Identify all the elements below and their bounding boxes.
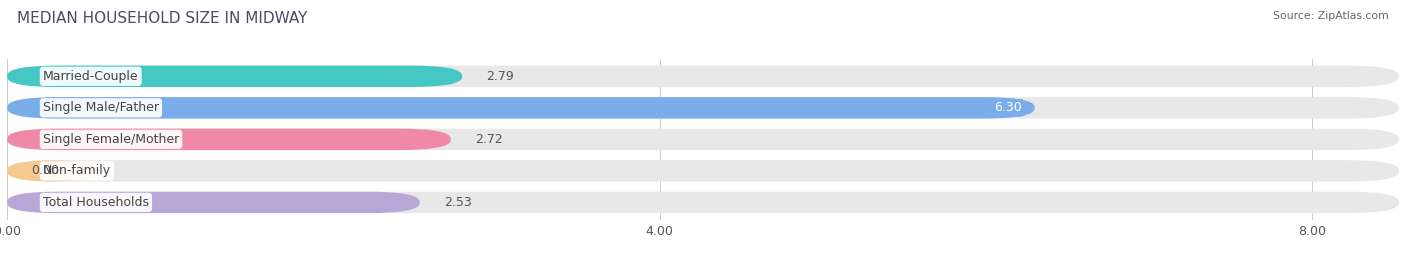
Text: Single Female/Mother: Single Female/Mother	[44, 133, 179, 146]
Text: Total Households: Total Households	[44, 196, 149, 209]
Text: 2.72: 2.72	[475, 133, 503, 146]
Text: 2.53: 2.53	[444, 196, 472, 209]
Text: Single Male/Father: Single Male/Father	[44, 101, 159, 114]
FancyBboxPatch shape	[7, 66, 1399, 87]
FancyBboxPatch shape	[7, 129, 1399, 150]
FancyBboxPatch shape	[7, 97, 1399, 118]
Text: 0.00: 0.00	[31, 164, 59, 177]
Text: Non-family: Non-family	[44, 164, 111, 177]
FancyBboxPatch shape	[7, 192, 420, 213]
Text: 6.30: 6.30	[994, 101, 1022, 114]
Text: 2.79: 2.79	[486, 70, 515, 83]
FancyBboxPatch shape	[7, 97, 1035, 118]
Text: Source: ZipAtlas.com: Source: ZipAtlas.com	[1274, 11, 1389, 21]
FancyBboxPatch shape	[7, 160, 1399, 182]
FancyBboxPatch shape	[7, 160, 97, 182]
Text: Married-Couple: Married-Couple	[44, 70, 139, 83]
FancyBboxPatch shape	[7, 66, 463, 87]
Text: MEDIAN HOUSEHOLD SIZE IN MIDWAY: MEDIAN HOUSEHOLD SIZE IN MIDWAY	[17, 11, 308, 26]
FancyBboxPatch shape	[7, 192, 1399, 213]
FancyBboxPatch shape	[7, 129, 451, 150]
